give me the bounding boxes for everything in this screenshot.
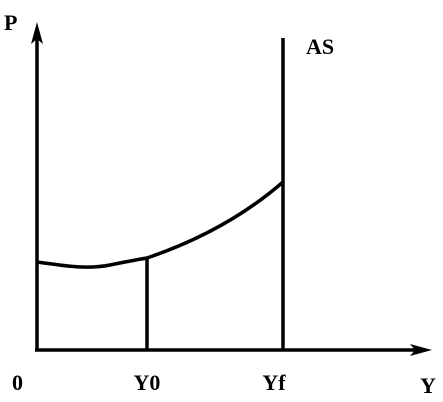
x-axis-arrow bbox=[410, 344, 432, 356]
y-axis-arrow bbox=[31, 22, 43, 44]
tick-label: Yf bbox=[262, 370, 286, 395]
tick-label: Y0 bbox=[134, 370, 161, 395]
y-axis-label: P bbox=[4, 10, 17, 35]
origin-label: 0 bbox=[12, 370, 23, 395]
x-axis-label: Y bbox=[420, 373, 436, 398]
as-curve bbox=[36, 180, 285, 269]
curve-label: AS bbox=[306, 34, 334, 59]
